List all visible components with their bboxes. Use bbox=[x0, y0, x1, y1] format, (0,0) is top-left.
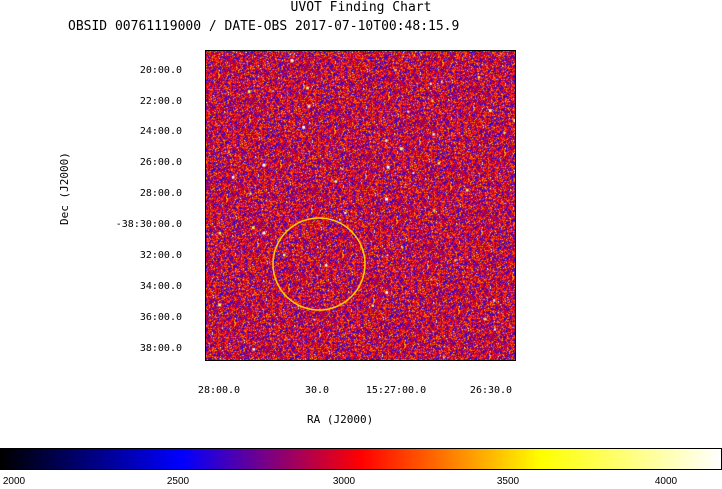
x-tick-label: 30.0 bbox=[304, 385, 330, 396]
y-tick-label: 26:00.0 bbox=[139, 157, 182, 168]
y-tick-label: 38:00.0 bbox=[139, 343, 182, 354]
sky-image-panel bbox=[205, 50, 516, 361]
y-tick-label: 20:00.0 bbox=[139, 65, 182, 76]
colorbar bbox=[0, 448, 722, 470]
overlay-layer bbox=[272, 217, 366, 311]
x-tick-label: 28:00.0 bbox=[197, 385, 241, 396]
colorbar-tick-label: 3500 bbox=[496, 476, 520, 487]
colorbar-tick-label: 4000 bbox=[654, 476, 678, 487]
sky-image bbox=[206, 51, 515, 360]
chart-title: UVOT Finding Chart bbox=[290, 0, 432, 15]
y-tick-label: 22:00.0 bbox=[139, 96, 182, 107]
y-tick-label: 34:00.0 bbox=[139, 281, 182, 292]
x-axis-label: RA (J2000) bbox=[307, 413, 374, 426]
y-tick-label: 28:00.0 bbox=[139, 188, 182, 199]
source-region-circle bbox=[272, 217, 366, 311]
colorbar-tick-label: 2500 bbox=[166, 476, 190, 487]
y-tick-label: -38:30:00.0 bbox=[115, 219, 182, 230]
x-tick-label: 15:27:00.0 bbox=[365, 385, 427, 396]
y-tick-label: 36:00.0 bbox=[139, 312, 182, 323]
y-tick-label: 24:00.0 bbox=[139, 126, 182, 137]
y-tick-label: 32:00.0 bbox=[139, 250, 182, 261]
x-tick-label: 26:30.0 bbox=[469, 385, 513, 396]
chart-subtitle: OBSID 00761119000 / DATE-OBS 2017-07-10T… bbox=[68, 19, 460, 34]
colorbar-tick-label: 2000 bbox=[2, 476, 26, 487]
y-axis-label: Dec (J2000) bbox=[58, 152, 71, 225]
colorbar-tick-label: 3000 bbox=[332, 476, 356, 487]
